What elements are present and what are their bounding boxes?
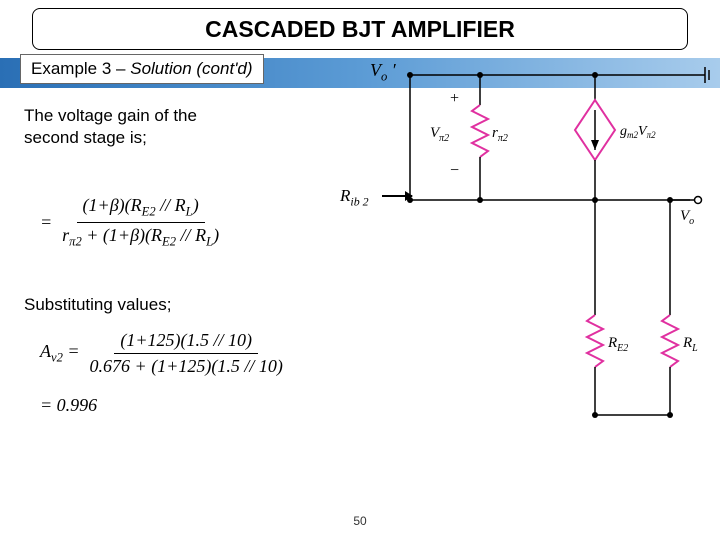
text-line: The voltage gain of the [24, 105, 197, 127]
formula-result: = 0.996 [40, 395, 293, 416]
minus-sign: − [450, 162, 459, 179]
lhs: Av2 = [40, 341, 80, 366]
rl-resistor [662, 315, 678, 415]
vo-text: Vo [680, 208, 694, 227]
fraction: (1+β)(RE2 // RL) rπ2 + (1+β)(RE2 // RL) [56, 195, 225, 249]
re2-text: RE2 [607, 335, 628, 354]
rpi2-resistor [472, 72, 488, 200]
formula-gain-numeric: Av2 = (1+125)(1.5 // 10) 0.676 + (1+125)… [40, 330, 293, 434]
vpi2-text: Vπ2 [430, 125, 449, 144]
denominator: rπ2 + (1+β)(RE2 // RL) [56, 223, 225, 250]
numerator: (1+125)(1.5 // 10) [114, 330, 258, 354]
rpi2-text: rπ2 [492, 125, 508, 144]
fraction: (1+125)(1.5 // 10) 0.676 + (1+125)(1.5 /… [84, 330, 289, 377]
circuit-diagram: rπ2 + Vπ2 − gm2Vπ2 Vo RE2 RL [360, 55, 710, 465]
formula-line: Av2 = (1+125)(1.5 // 10) 0.676 + (1+125)… [40, 330, 293, 377]
rl-text: RL [682, 335, 698, 354]
text-gain-intro: The voltage gain of the second stage is; [24, 105, 197, 149]
plus-sign: + [450, 90, 459, 107]
example-label: Example 3 – Solution (cont'd) [20, 54, 264, 84]
formula-gain-symbolic: = (1+β)(RE2 // RL) rπ2 + (1+β)(RE2 // RL… [40, 195, 229, 249]
title-banner: CASCADED BJT AMPLIFIER [32, 8, 688, 50]
page-title: CASCADED BJT AMPLIFIER [205, 16, 515, 43]
page-number: 50 [353, 514, 366, 528]
denominator: 0.676 + (1+125)(1.5 // 10) [84, 354, 289, 377]
numerator: (1+β)(RE2 // RL) [77, 195, 205, 223]
subtitle-suffix: (cont'd) [192, 59, 253, 78]
gm-text: gm2Vπ2 [620, 124, 656, 140]
subtitle-italic: Solution [130, 59, 191, 78]
equals: = [40, 212, 52, 233]
re2-resistor [587, 315, 603, 415]
dependent-source [575, 72, 615, 200]
text-line: second stage is; [24, 127, 197, 149]
subtitle-prefix: Example 3 – [31, 59, 130, 78]
text-substituting: Substituting values; [24, 295, 171, 315]
